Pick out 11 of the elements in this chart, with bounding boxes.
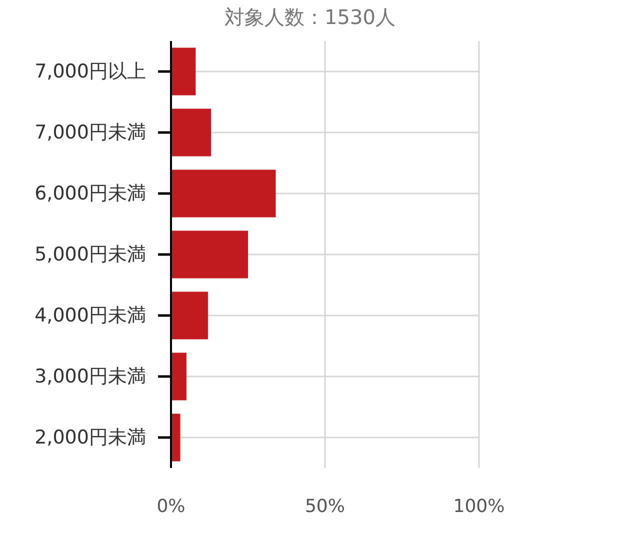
title: 対象人数：1530人 [224, 5, 396, 29]
y-tick-label: 5,000円未満 [34, 244, 146, 266]
x-tick-label: 0% [156, 496, 186, 517]
y-tick-label: 2,000円未満 [34, 426, 146, 448]
x-tick-label: 50% [304, 496, 346, 517]
y-tick-label: 3,000円未満 [34, 366, 146, 388]
y-tick-label: 6,000円未満 [34, 182, 146, 204]
x-tick-label: 100% [453, 496, 505, 517]
y-tick-label: 4,000円未満 [34, 304, 146, 326]
y-tick-label: 7,000円未満 [34, 122, 146, 144]
y-tick-label: 7,000円以上 [34, 60, 146, 82]
